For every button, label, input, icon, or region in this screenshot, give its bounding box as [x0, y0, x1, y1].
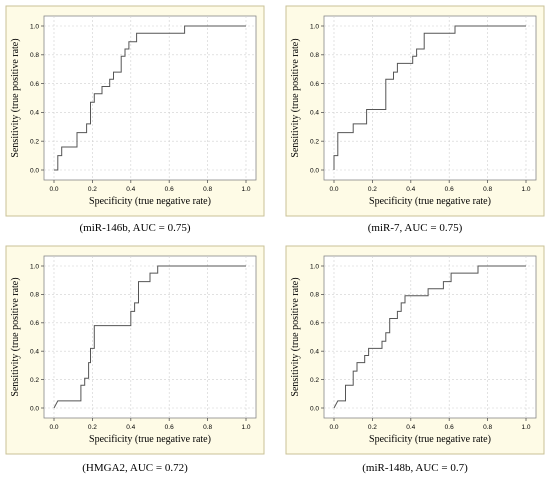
plot-area [43, 255, 257, 419]
y-tick-label: 0.4 [30, 349, 39, 356]
y-tick-label: 0.6 [30, 81, 39, 88]
y-tick-label: 0.8 [310, 292, 319, 299]
y-tick-label: 0.8 [30, 52, 39, 59]
chart-caption: (miR-146b, AUC = 0.75) [79, 222, 191, 234]
x-tick-label: 0.0 [329, 424, 338, 431]
y-tick-label: 0.2 [30, 139, 39, 146]
y-tick-label: 1.0 [310, 23, 319, 30]
y-tick-label: 0.4 [310, 110, 319, 117]
x-axis-label: Specificity (true negative rate) [89, 434, 211, 445]
y-tick-label: 0.4 [310, 349, 319, 356]
x-tick-label: 0.6 [445, 186, 454, 193]
x-tick-label: 0.0 [49, 424, 58, 431]
x-tick-label: 0.2 [88, 186, 97, 193]
chart-caption: (HMGA2, AUC = 0.72) [82, 462, 188, 474]
roc-curve [333, 265, 526, 409]
x-axis-label: Specificity (true negative rate) [369, 434, 491, 445]
y-tick-label: 0.0 [30, 167, 39, 174]
x-tick-label: 0.6 [165, 424, 174, 431]
x-tick-label: 0.8 [483, 186, 492, 193]
y-tick-label: 0.0 [310, 405, 319, 412]
y-tick-label: 0.0 [30, 405, 39, 412]
x-tick-label: 0.6 [445, 424, 454, 431]
y-axis-label: Sensitivity (true positive rate) [290, 277, 301, 396]
x-axis-label: Specificity (true negative rate) [89, 196, 211, 207]
roc-panel-mir-146b: 0.0 0.2 0.4 0.6 0.8 1.0 0.0 0.2 0.4 0.6 0.8 1.0 Spec… [0, 0, 270, 238]
x-tick-label: 0.0 [49, 186, 58, 193]
y-tick-label: 0.2 [310, 139, 319, 146]
roc-panel-hmga2: 0.0 0.2 0.4 0.6 0.8 1.0 0.0 0.2 0.4 0.6 0.8 1.0 Spec… [0, 240, 270, 477]
roc-chart-mir-148b: 0.0 0.2 0.4 0.6 0.8 1.0 0.0 0.2 0.4 0.6 0.8 1.0 Spec… [285, 245, 545, 455]
y-tick-label: 0.6 [30, 320, 39, 327]
x-tick-label: 0.0 [329, 186, 338, 193]
x-tick-label: 1.0 [521, 424, 530, 431]
x-tick-label: 0.4 [126, 186, 135, 193]
y-tick-label: 0.6 [310, 81, 319, 88]
roc-curve [333, 25, 526, 170]
x-tick-label: 0.4 [406, 186, 415, 193]
x-tick-label: 1.0 [521, 186, 530, 193]
plot-area [43, 15, 257, 181]
x-tick-label: 0.6 [165, 186, 174, 193]
y-axis-label: Sensitivity (true positive rate) [10, 277, 21, 396]
roc-chart-mir-7: 0.0 0.2 0.4 0.6 0.8 1.0 0.0 0.2 0.4 0.6 0.8 1.0 Spec… [285, 5, 545, 217]
x-tick-label: 0.2 [368, 186, 377, 193]
chart-caption: (miR-148b, AUC = 0.7) [362, 462, 468, 474]
roc-panel-mir-148b: 0.0 0.2 0.4 0.6 0.8 1.0 0.0 0.2 0.4 0.6 0.8 1.0 Spec… [280, 240, 550, 477]
plot-area [323, 15, 537, 181]
x-tick-label: 0.8 [203, 424, 212, 431]
y-tick-label: 0.6 [310, 320, 319, 327]
x-tick-label: 0.2 [368, 424, 377, 431]
chart-caption: (miR-7, AUC = 0.75) [367, 222, 463, 234]
y-tick-label: 0.4 [30, 110, 39, 117]
y-tick-label: 1.0 [310, 263, 319, 270]
y-tick-label: 0.2 [310, 377, 319, 384]
x-axis-label: Specificity (true negative rate) [369, 196, 491, 207]
roc-curve [53, 265, 246, 409]
roc-panel-mir-7: 0.0 0.2 0.4 0.6 0.8 1.0 0.0 0.2 0.4 0.6 0.8 1.0 Spec… [280, 0, 550, 238]
x-tick-label: 0.8 [483, 424, 492, 431]
x-tick-label: 0.8 [203, 186, 212, 193]
x-tick-label: 0.4 [406, 424, 415, 431]
roc-chart-mir-146b: 0.0 0.2 0.4 0.6 0.8 1.0 0.0 0.2 0.4 0.6 0.8 1.0 Spec… [5, 5, 265, 217]
roc-curve [54, 25, 246, 171]
roc-chart-hmga2: 0.0 0.2 0.4 0.6 0.8 1.0 0.0 0.2 0.4 0.6 0.8 1.0 Spec… [5, 245, 265, 455]
plot-area [323, 255, 537, 419]
y-axis-label: Sensitivity (true positive rate) [10, 38, 21, 157]
y-tick-label: 0.0 [310, 167, 319, 174]
x-tick-label: 0.2 [88, 424, 97, 431]
x-tick-label: 1.0 [241, 424, 250, 431]
y-tick-label: 0.2 [30, 377, 39, 384]
x-tick-label: 0.4 [126, 424, 135, 431]
y-tick-label: 0.8 [30, 292, 39, 299]
x-tick-label: 1.0 [241, 186, 250, 193]
y-axis-label: Sensitivity (true positive rate) [290, 38, 301, 157]
y-tick-label: 0.8 [310, 52, 319, 59]
y-tick-label: 1.0 [30, 263, 39, 270]
y-tick-label: 1.0 [30, 23, 39, 30]
